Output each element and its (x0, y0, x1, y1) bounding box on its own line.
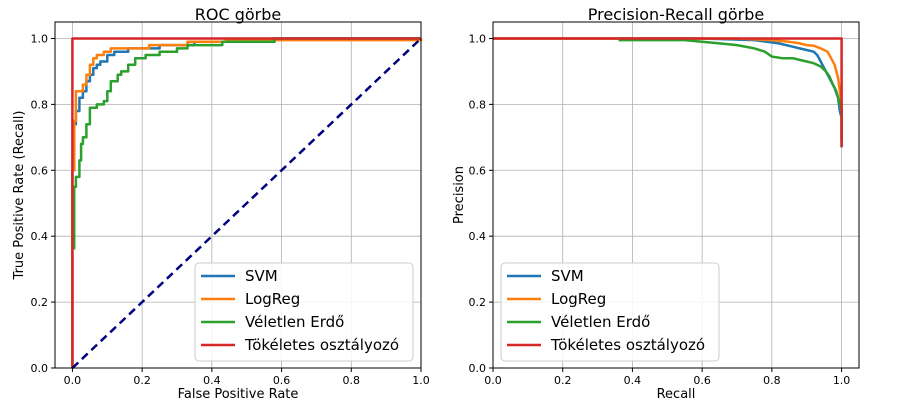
roc-ytick-label: 0.4 (31, 230, 49, 243)
roc-xlabel: False Positive Rate (178, 387, 299, 402)
roc-plot-frame (54, 21, 422, 369)
roc-ytick-label: 0.6 (31, 164, 49, 177)
pr-plot-frame (492, 21, 860, 369)
pr-legend (500, 262, 720, 362)
roc-xtick-label: 0.8 (343, 374, 361, 387)
roc-ytick-label: 0.8 (31, 98, 49, 111)
roc-ytick-label: 0.0 (31, 362, 49, 375)
pr-series-v-letlen-erd- (618, 38, 843, 141)
pr-xlabel: Recall (657, 387, 696, 402)
pr-ytick-label: 1.0 (469, 32, 487, 45)
roc-series-v-letlen-erd- (72, 37, 421, 250)
roc-xtick-label: 0.4 (203, 374, 221, 387)
roc-diagonal-line (71, 37, 422, 369)
pr-legend-label: SVM (551, 267, 584, 285)
pr-ylabel: Precision (452, 166, 467, 224)
roc-xtick-label: 1.0 (412, 374, 430, 387)
pr-xtick-label: 0.4 (624, 374, 642, 387)
roc-legend-label: Véletlen Erdő (245, 313, 344, 331)
pr-ytick-label: 0.2 (469, 296, 487, 309)
roc-title: ROC görbe (195, 5, 282, 24)
pr-legend-label: Tökéletes osztályozó (550, 336, 705, 354)
pr-legend-label: LogReg (551, 290, 606, 308)
roc-xtick-label: 0.0 (64, 374, 82, 387)
roc-ytick-label: 0.2 (31, 296, 49, 309)
roc-legend-label: Tökéletes osztályozó (244, 336, 399, 354)
roc-series-logreg (71, 38, 423, 368)
pr-xtick-label: 0.0 (484, 374, 502, 387)
roc-ytick-label: 1.0 (31, 32, 49, 45)
pr-series-logreg (493, 37, 843, 141)
pr-series-svm (493, 37, 843, 148)
roc-chart: 0.0 0.2 0.4 0.6 0.8 1.0 0.0 0.2 0.4 0.6 0.8 1.0 ROC… (12, 5, 430, 402)
pr-legend-label: Véletlen Erdő (551, 313, 650, 331)
pr-series-t-k-letes-oszt-lyoz- (493, 37, 843, 148)
roc-xtick-label: 0.6 (273, 374, 291, 387)
pr-title: Precision-Recall görbe (588, 5, 765, 24)
pr-xtick-label: 0.8 (763, 374, 781, 387)
roc-ylabel: True Positive Rate (Recall) (12, 111, 27, 281)
precision-recall-chart: 0.0 0.2 0.4 0.6 0.8 1.0 0.0 0.2 0.4 0.6 0.8 1.0 Pre… (452, 5, 860, 402)
roc-legend-label: LogReg (245, 290, 300, 308)
pr-ytick-label: 0.8 (469, 98, 487, 111)
pr-xtick-label: 1.0 (833, 374, 851, 387)
pr-ytick-label: 0.4 (469, 230, 487, 243)
roc-legend (194, 262, 414, 362)
pr-xtick-label: 0.6 (693, 374, 711, 387)
roc-series-t-k-letes-oszt-lyoz- (71, 37, 421, 368)
pr-xtick-label: 0.2 (554, 374, 572, 387)
roc-legend-label: SVM (245, 267, 278, 285)
roc-xtick-label: 0.2 (133, 374, 151, 387)
pr-ytick-label: 0.0 (469, 362, 487, 375)
pr-ytick-label: 0.6 (469, 164, 487, 177)
